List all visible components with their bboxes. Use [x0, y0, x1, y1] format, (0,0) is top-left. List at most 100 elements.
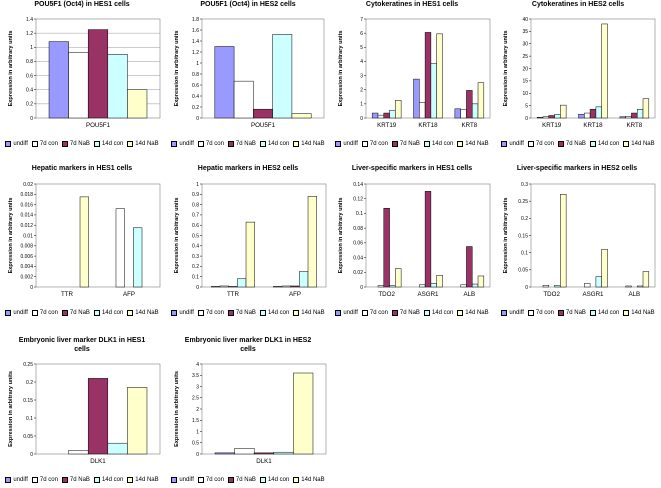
bar	[430, 283, 437, 288]
bar	[87, 29, 109, 119]
legend-label: 7d con	[205, 141, 224, 147]
bar	[460, 284, 467, 288]
legend-swatch	[501, 310, 508, 316]
legend-swatch	[527, 310, 534, 316]
bar	[460, 109, 467, 119]
y-axis-label: Expression in arbitrary units	[174, 31, 180, 107]
legend-item: 14d NaB	[457, 310, 489, 316]
legend-item: 14d con	[589, 310, 619, 316]
legend-item: 14d con	[259, 310, 289, 316]
legend-label: 7d con	[39, 310, 58, 316]
bar	[578, 114, 585, 119]
chart-plot: 0 0.002 0.004 0.006 0.008 0.01 0.012 0.014 0.016…	[8, 182, 161, 298]
bar	[548, 115, 555, 119]
legend-swatch	[589, 310, 596, 316]
legend-label: 14d NaB	[135, 141, 159, 147]
y-tick-label: 0.6	[26, 73, 33, 79]
bar	[584, 283, 591, 288]
bar	[219, 285, 229, 288]
legend-item: 14d NaB	[293, 141, 325, 147]
chart-panel: Hepatic markers in HES1 cells 0 0.002 0.004…	[2, 164, 162, 324]
bar	[127, 387, 148, 455]
legend: undiff 7d con 7d NaB 14d con 14d NaB	[332, 141, 492, 147]
y-tick-label: 0	[196, 285, 199, 291]
legend-label: undiff	[13, 310, 28, 316]
x-tick-label: KRT18	[418, 122, 438, 129]
x-tick-label: ALB	[463, 291, 475, 298]
y-tick-label: 0.1	[356, 211, 363, 217]
y-tick-label: 0.9	[192, 192, 199, 198]
legend-label: 7d con	[535, 141, 554, 147]
legend-item: undiff	[171, 141, 194, 147]
bar	[542, 116, 550, 119]
bar	[454, 108, 461, 119]
legend-item: 14d NaB	[127, 477, 159, 483]
bar	[395, 268, 402, 288]
y-tick-label: 0	[525, 285, 528, 291]
legend-label: 14d NaB	[631, 310, 655, 316]
y-axis-label: Expression in arbitrary units	[503, 31, 509, 107]
legend-swatch	[197, 477, 204, 483]
legend-label: 14d NaB	[301, 477, 325, 483]
y-tick-label: 3.5	[192, 373, 199, 379]
bar	[413, 78, 420, 119]
legend-swatch	[31, 477, 38, 483]
bar	[542, 285, 550, 288]
bar	[642, 98, 650, 119]
legend-swatch	[589, 141, 596, 147]
bar	[389, 109, 396, 119]
bar	[383, 208, 390, 288]
bar	[619, 116, 626, 119]
y-tick-label: 0.08	[353, 226, 363, 232]
y-tick-label: 0.12	[353, 197, 363, 203]
y-tick-label: 3	[196, 384, 199, 390]
chart-plot: 0 0.5 1 1.5 2 2.5 3 3.5 4 Expression in arbitrary…	[174, 362, 327, 465]
legend-label: 14d NaB	[301, 141, 325, 147]
legend-swatch	[335, 310, 342, 316]
bar	[214, 46, 235, 119]
legend-label: 7d con	[39, 141, 58, 147]
bar	[636, 109, 644, 119]
legend-swatch	[557, 141, 564, 147]
chart-plot: 0 5 10 15 20 25 30 35 40 Expression in arbitrary …	[503, 17, 656, 129]
legend-item: 7d con	[31, 141, 58, 147]
y-tick-label: 0.006	[20, 254, 33, 260]
y-tick-label: 0	[360, 116, 363, 122]
y-tick-label: 1	[360, 102, 363, 108]
legend-swatch	[227, 477, 234, 483]
bar	[424, 32, 432, 119]
bar	[625, 285, 632, 288]
bar	[554, 285, 561, 288]
legend-label: 14d NaB	[135, 477, 159, 483]
legend-label: 7d NaB	[399, 310, 420, 316]
legend-item: 7d NaB	[61, 477, 90, 483]
bar	[589, 109, 597, 119]
y-tick-label: 0.4	[26, 88, 33, 94]
chart-title: POU5F1 (Oct4) in HES1 cells	[34, 1, 130, 8]
legend-label: undiff	[509, 310, 524, 316]
chart-title: POU5F1 (Oct4) in HES2 cells	[200, 1, 296, 8]
chart-title: Liver-specific markers in HES2 cells	[516, 165, 638, 172]
x-tick-label: ASGR1	[418, 291, 440, 298]
legend-item: undiff	[5, 477, 28, 483]
chart-panel: Hepatic markers in HES2 cells 0 0.1 0.2 0.3 0…	[168, 164, 328, 324]
legend-item: 14d con	[93, 310, 123, 316]
y-tick-label: 3	[360, 73, 363, 79]
legend-item: 7d con	[197, 310, 224, 316]
y-tick-label: 0.25	[23, 362, 33, 368]
x-tick-label: KRT8	[461, 122, 477, 129]
legend-label: 7d NaB	[565, 141, 586, 147]
x-tick-label: DLK1	[90, 458, 106, 465]
legend-swatch	[227, 141, 234, 147]
bar	[601, 23, 608, 119]
legend: undiff 7d con 7d NaB 14d con 14d NaB	[168, 141, 328, 147]
bar	[436, 274, 443, 288]
plot-area	[530, 18, 656, 119]
y-axis-label: Expression in arbitrary units	[338, 31, 344, 107]
legend-swatch	[457, 141, 464, 147]
bar	[377, 114, 385, 119]
legend-swatch	[61, 310, 68, 316]
legend-label: 14d con	[431, 141, 454, 147]
x-tick-label: KRT19	[377, 122, 397, 129]
legend-label: 14d con	[597, 141, 620, 147]
